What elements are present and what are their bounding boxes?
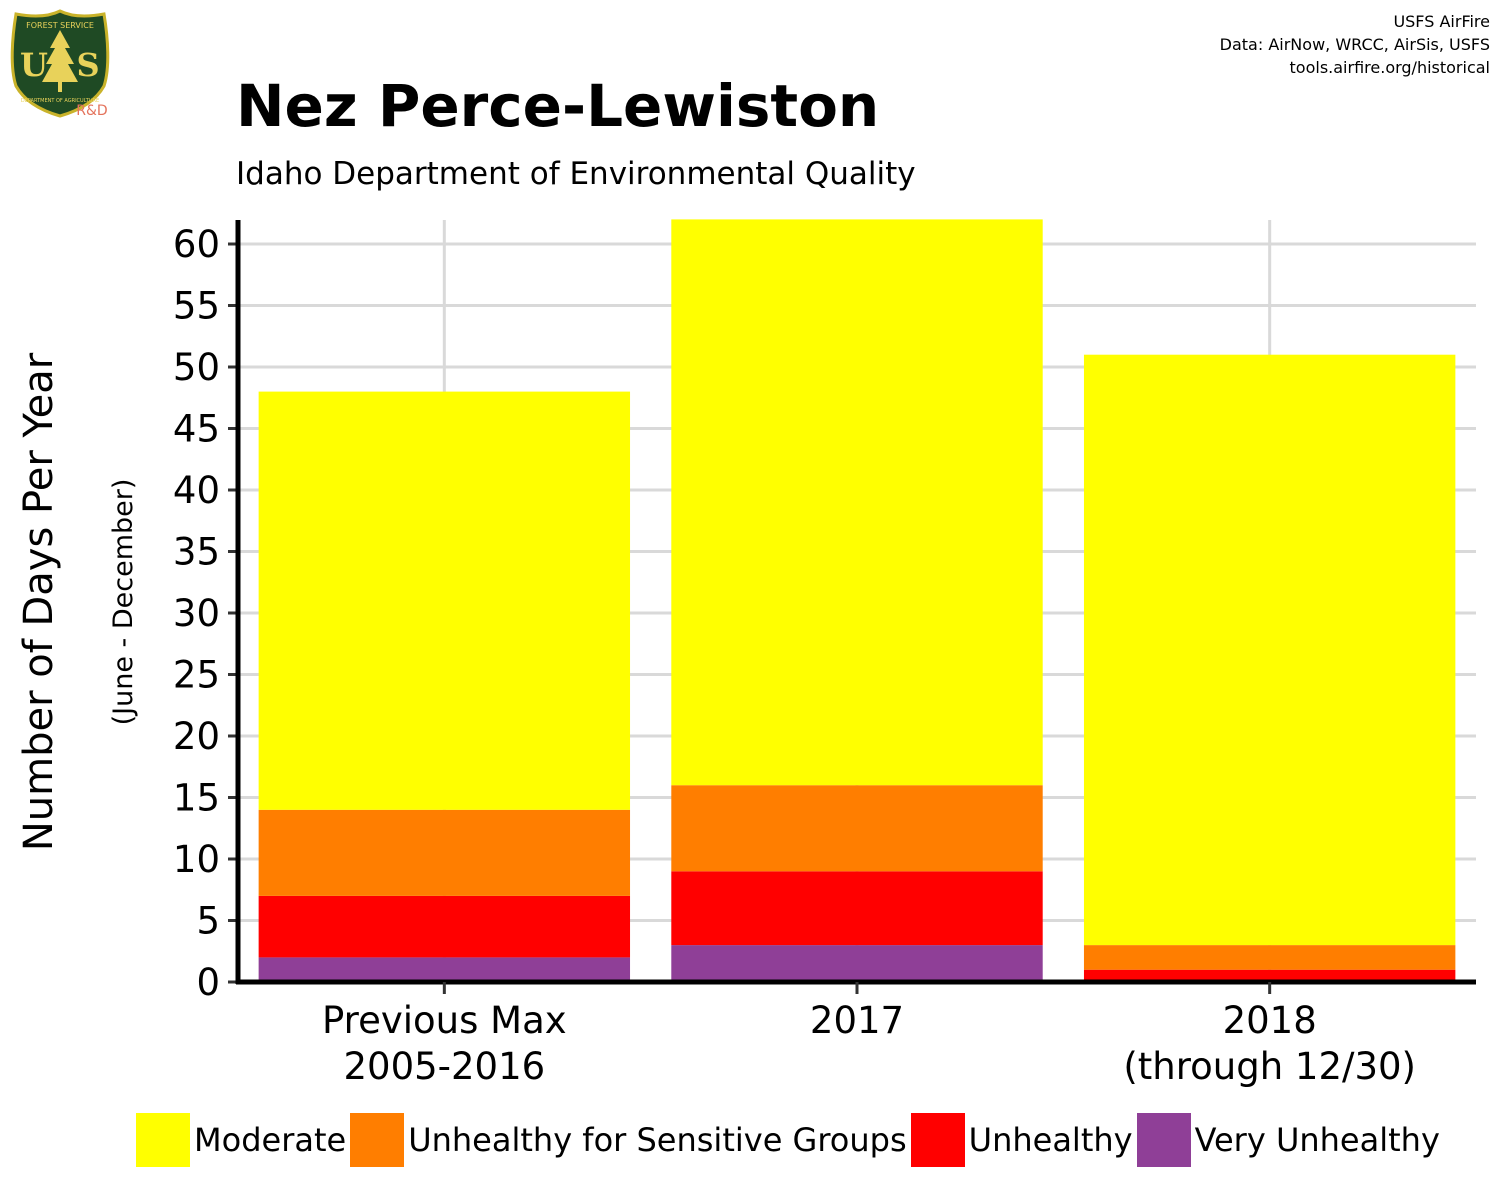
y-tick-label: 35 [173, 531, 220, 574]
y-tick-label: 50 [173, 346, 220, 389]
bar-segment-unhealthy [258, 895, 631, 958]
x-category-label: (through 12/30) [1123, 1045, 1416, 1088]
bar-segment-unhealthy [1083, 969, 1456, 982]
y-tick-label: 40 [173, 469, 220, 512]
legend-item: Unhealthy for Sensitive Groups [350, 1113, 907, 1167]
y-axis-label: Number of Days Per Year [16, 352, 62, 851]
x-category-label: 2018 [1223, 999, 1317, 1042]
y-tick-label: 25 [173, 654, 220, 697]
legend-label: Very Unhealthy [1194, 1121, 1440, 1159]
credits: USFS AirFire Data: AirNow, WRCC, AirSis,… [1220, 10, 1490, 79]
logo-top-text: FOREST SERVICE [26, 21, 94, 30]
y-tick-label: 10 [173, 838, 220, 881]
chart-title: Nez Perce-Lewiston [236, 72, 880, 140]
x-category-label: Previous Max [322, 999, 567, 1042]
y-tick-label: 20 [173, 715, 220, 758]
tick-labels: 0 5 10 15 20 25 30 35 40 45 50 55 60 [173, 223, 220, 1004]
x-category-label: 2005-2016 [343, 1045, 545, 1088]
logo-bottom-text: DEPARTMENT OF AGRICULTURE [21, 98, 99, 104]
legend-label: Moderate [194, 1121, 347, 1159]
bar-segment-very-unhealthy [671, 945, 1043, 982]
y-tick-label: 30 [173, 592, 220, 635]
y-axis-sublabel: (June - December) [108, 479, 139, 726]
logo-letter-u: U [20, 46, 48, 84]
bar-segment-unhealthy-for-sensitive-groups [258, 809, 631, 896]
chart-subtitle: Idaho Department of Environmental Qualit… [236, 156, 916, 192]
y-tick-label: 5 [196, 900, 220, 943]
legend-swatch [350, 1113, 405, 1167]
bar-segment-unhealthy-for-sensitive-groups [671, 785, 1043, 872]
bar-segment-unhealthy-for-sensitive-groups [1083, 945, 1456, 970]
legend: Moderate Unhealthy for Sensitive Groups Un… [136, 1112, 1444, 1168]
legend-swatch [136, 1113, 190, 1167]
bar-segment-unhealthy [671, 871, 1043, 946]
legend-label: Unhealthy for Sensitive Groups [408, 1121, 907, 1159]
credit-line: tools.airfire.org/historical [1289, 58, 1490, 77]
y-tick-label: 60 [173, 223, 220, 266]
legend-swatch [910, 1113, 965, 1167]
y-tick-label: 55 [173, 285, 220, 328]
bar-segment-moderate [671, 219, 1043, 786]
bars [258, 219, 1456, 982]
logo-letter-s: S [76, 46, 99, 84]
legend-item: Unhealthy [910, 1113, 1133, 1167]
legend-item: Very Unhealthy [1136, 1113, 1440, 1167]
legend-swatch [1136, 1113, 1191, 1167]
bar-segment-very-unhealthy [258, 957, 631, 982]
bar-segment-moderate [1083, 354, 1456, 946]
x-category-label: 2017 [810, 999, 904, 1042]
logo-badge: R&D [76, 103, 107, 119]
credit-line: Data: AirNow, WRCC, AirSis, USFS [1219, 35, 1490, 54]
y-tick-label: 15 [173, 777, 220, 820]
legend-label: Unhealthy [968, 1121, 1133, 1159]
bar-segment-moderate [258, 391, 631, 810]
usfs-shield-icon: U S FOREST SERVICE DEPARTMENT OF AGRICUL… [10, 9, 110, 119]
axes [228, 220, 1476, 994]
y-tick-label: 0 [196, 961, 220, 1004]
y-tick-label: 45 [173, 408, 220, 451]
legend-item: Moderate [136, 1113, 346, 1167]
credit-line: USFS AirFire [1393, 12, 1490, 31]
